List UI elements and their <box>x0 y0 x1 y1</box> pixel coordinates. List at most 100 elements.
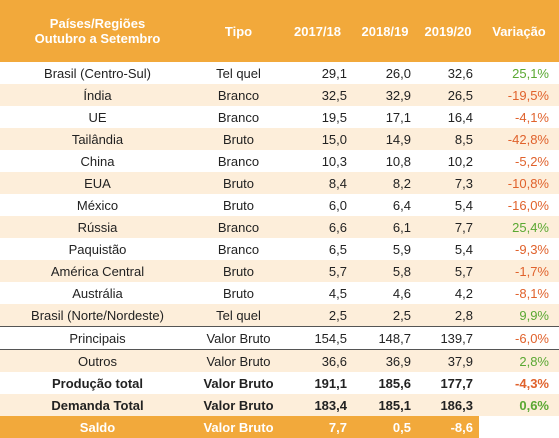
table-cell: Valor Bruto <box>195 416 282 438</box>
table-row: Demanda Total Valor Bruto 183,4 185,1 186,3 0… <box>0 394 559 416</box>
table-cell: -6,0% <box>479 326 559 350</box>
table-cell: -8,1% <box>515 285 549 301</box>
table-cell: Outros <box>0 349 195 372</box>
table-row: UE Branco 19,5 17,1 16,4 -4,1% <box>0 106 559 128</box>
table-cell: México <box>76 197 119 213</box>
table-row: Produção total Valor Bruto 191,1 185,6 177,7… <box>0 372 559 394</box>
table-cell: 32,6 <box>447 65 473 81</box>
table-cell: 26,5 <box>417 84 479 106</box>
table-cell: -16,0% <box>507 197 549 213</box>
table-cell: Saldo <box>0 416 195 438</box>
table-cell: Bruto <box>222 197 255 213</box>
table-cell: Brasil (Centro-Sul) <box>44 65 151 81</box>
table-cell: 6,1 <box>353 216 417 238</box>
table-cell: 10,8 <box>385 153 411 169</box>
table-cell: 2,5 <box>282 304 353 327</box>
table-cell: 5,7 <box>417 260 479 282</box>
table-cell: 5,4 <box>454 197 473 213</box>
table-cell: Valor Bruto <box>203 375 274 391</box>
table-cell: 19,5 <box>321 109 347 125</box>
table-cell: 7,7 <box>417 216 479 238</box>
table-cell: 4,2 <box>454 285 473 301</box>
table-cell: Rússia <box>0 216 195 238</box>
table-cell: Produção total <box>51 375 143 391</box>
table-row: Outros Valor Bruto 36,6 36,9 37,9 2,8% <box>0 349 559 372</box>
header-cell: Variação <box>479 0 559 62</box>
table-cell: Bruto <box>195 172 282 194</box>
table-cell: -1,7% <box>479 260 559 282</box>
table-cell: 2,8% <box>479 349 559 372</box>
table-cell: 2,5 <box>353 304 417 327</box>
table-cell: Branco <box>217 153 260 169</box>
table-cell: 185,6 <box>378 375 411 391</box>
table-cell: -42,8% <box>479 128 559 150</box>
table-row: Brasil (Centro-Sul) Tel quel 29,1 26,0 32,6 2… <box>0 62 559 84</box>
table-cell: Tel quel <box>216 65 261 81</box>
table-cell: Brasil (Norte/Nordeste) <box>0 304 195 327</box>
table-cell: UE <box>88 109 107 125</box>
table-cell: 7,3 <box>417 172 479 194</box>
table-cell: Branco <box>217 241 260 257</box>
table-cell: 139,7 <box>417 326 479 350</box>
table-row: Principais Valor Bruto 154,5 148,7 139,7 -6,0… <box>0 326 559 350</box>
table-cell: Tailândia <box>0 128 195 150</box>
table-body: Brasil (Centro-Sul) Tel quel 29,1 26,0 32,6 2… <box>0 62 559 438</box>
table-cell: 6,4 <box>392 197 411 213</box>
table-cell: 4,5 <box>328 285 347 301</box>
table-cell: Bruto <box>195 260 282 282</box>
table-cell: 37,9 <box>417 349 479 372</box>
table-cell: Bruto <box>222 285 255 301</box>
table-row: México Bruto 6,0 6,4 5,4 -16,0% <box>0 194 559 216</box>
table-cell: 154,5 <box>282 326 353 350</box>
table-cell: Demanda Total <box>0 394 195 416</box>
table-cell: Valor Bruto <box>195 326 282 350</box>
table-cell: 29,1 <box>321 65 347 81</box>
header-cell: Países/Regiões Outubro a Setembro <box>0 0 195 62</box>
table-cell: 148,7 <box>353 326 417 350</box>
table-cell: 17,1 <box>385 109 411 125</box>
table-row: Rússia Branco 6,6 6,1 7,7 25,4% <box>0 216 559 238</box>
table-cell: 14,9 <box>353 128 417 150</box>
table-cell: 186,3 <box>417 394 479 416</box>
table-cell: 8,5 <box>417 128 479 150</box>
table-cell: 0,5 <box>353 416 417 438</box>
table-cell: 4,6 <box>392 285 411 301</box>
table-cell: 177,7 <box>440 375 473 391</box>
table-row: EUA Bruto 8,4 8,2 7,3 -10,8% <box>0 172 559 194</box>
table-cell: 185,1 <box>353 394 417 416</box>
table-row: Brasil (Norte/Nordeste) Tel quel 2,5 2,5 2,8… <box>0 304 559 327</box>
table-cell: -8,6 <box>417 416 479 438</box>
table-cell: 10,2 <box>447 153 473 169</box>
table-cell: Principais <box>0 326 195 350</box>
table-row: Índia Branco 32,5 32,9 26,5 -19,5% <box>0 84 559 106</box>
table-cell: -19,5% <box>479 84 559 106</box>
table-cell: 25,1% <box>512 65 549 81</box>
table-row: América Central Bruto 5,7 5,8 5,7 -1,7% <box>0 260 559 282</box>
table-cell: -9,3% <box>515 241 549 257</box>
table-cell: -4,1% <box>515 109 549 125</box>
table-cell: Valor Bruto <box>195 394 282 416</box>
table-cell: 2,8 <box>417 304 479 327</box>
table-cell: Branco <box>195 216 282 238</box>
table-cell: 6,5 <box>328 241 347 257</box>
table-cell: 9,9% <box>479 304 559 327</box>
table-cell: 25,4% <box>479 216 559 238</box>
table-row: Austrália Bruto 4,5 4,6 4,2 -8,1% <box>0 282 559 304</box>
table-cell: Branco <box>217 109 260 125</box>
header-cell: 2019/20 <box>417 0 479 62</box>
table-cell: 32,5 <box>282 84 353 106</box>
header-cell: 2017/18 <box>282 0 353 62</box>
table-cell: 6,0 <box>328 197 347 213</box>
table-cell: Bruto <box>195 128 282 150</box>
table-row: Paquistão Branco 6,5 5,9 5,4 -9,3% <box>0 238 559 260</box>
table-cell: -10,8% <box>479 172 559 194</box>
table-cell: Valor Bruto <box>195 349 282 372</box>
table-cell: -4,3% <box>515 375 549 391</box>
table-cell: 6,6 <box>282 216 353 238</box>
table-cell: EUA <box>0 172 195 194</box>
header-cell: 2018/19 <box>353 0 417 62</box>
table-cell: Paquistão <box>68 241 127 257</box>
table-cell: 5,9 <box>392 241 411 257</box>
